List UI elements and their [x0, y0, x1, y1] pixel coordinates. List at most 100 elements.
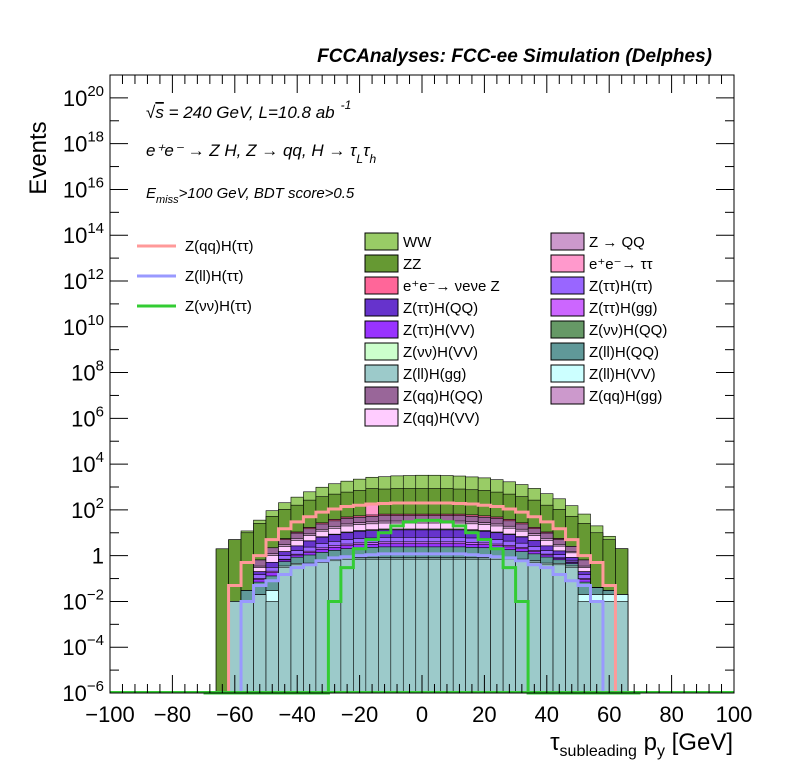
stack-bin [477, 558, 491, 694]
y-tick-label: 102 [71, 495, 104, 523]
legend-swatch [550, 298, 585, 317]
legend-swatch [364, 320, 399, 339]
legend-swatch [364, 276, 399, 295]
x-axis-label: τsubleading py [GeV] [550, 729, 733, 760]
legend-label: Z → QQ [589, 234, 645, 251]
legend-label: Z(ττ)H(gg) [589, 300, 658, 317]
annotation-cuts: Emiss>100 GeV, BDT score>0.5 [146, 185, 355, 206]
legend-swatch [364, 342, 399, 361]
stack-bin [465, 558, 479, 694]
stack-bin [402, 558, 417, 694]
x-tick-label: 60 [597, 702, 621, 727]
stack-bin [440, 558, 454, 694]
y-tick-label: 1018 [63, 129, 104, 157]
legend-swatch [550, 342, 585, 361]
legend-label: Z(ττ)H(QQ) [403, 300, 478, 317]
y-tick-label: 1016 [63, 174, 104, 202]
stack-bin [378, 558, 392, 694]
stack-bin [290, 564, 304, 694]
stack-bin [452, 558, 466, 694]
legend-swatch [550, 320, 585, 339]
legend-column-1: WW ZZ e⁺e⁻→ νeνe Z Z(ττ)H(QQ) Z(ττ)H(VV) Z(νν… [364, 232, 500, 427]
stacked-histogram [215, 474, 629, 694]
stack-bin [427, 558, 442, 694]
x-tick-label: −100 [85, 702, 135, 727]
y-tick-label: 1014 [63, 220, 104, 248]
chart-title: FCCAnalyses: FCC-ee Simulation (Delphes) [317, 46, 712, 67]
annotation-process: e⁺e⁻ → Z H, Z → qq, H → τLτh [146, 141, 376, 166]
y-axis-ticks: 10−6 10−4 10−2 1 102 104 106 108 1010 1012 1014 101… [62, 74, 734, 706]
x-tick-label: −60 [216, 702, 253, 727]
stack-bin [365, 558, 379, 694]
y-tick-label: 1 [92, 544, 104, 569]
legend-label: e⁺e⁻→ ττ [589, 256, 653, 273]
stack-bin [265, 601, 279, 694]
legend-label: Z(ττ)H(ττ) [589, 278, 653, 295]
legend-column-2: Z → QQ e⁺e⁻→ ττ Z(ττ)H(ττ) Z(ττ)H(gg) Z(νν)H… [550, 232, 667, 405]
x-tick-label: −40 [279, 702, 316, 727]
legend-label: ZZ [403, 256, 421, 273]
legend-label: Z(qq)H(QQ) [403, 388, 483, 405]
y-tick-label: 1012 [63, 266, 104, 294]
stack-bin [340, 558, 354, 694]
stack-bin [215, 548, 229, 694]
legend-label: WW [403, 234, 432, 251]
legend-line-label: Z(qq)H(ττ) [185, 238, 254, 255]
legend-swatch [364, 408, 399, 427]
legend-label: Z(ll)H(QQ) [589, 344, 659, 361]
stack-bin [490, 558, 504, 694]
stack-bin [303, 564, 317, 694]
stack-bin [615, 601, 629, 694]
stack-bin [315, 562, 329, 694]
y-tick-label: 106 [71, 403, 104, 431]
legend-swatch [550, 232, 585, 251]
x-axis-ticks: −100 −80 −60 −40 −20 0 20 40 60 80 100 [85, 75, 752, 727]
y-tick-label: 108 [71, 358, 104, 386]
legend-swatch [364, 386, 399, 405]
stack-bin [515, 560, 529, 694]
annotation-energy: √s = 240 GeV, L=10.8 ab -1 [146, 98, 351, 122]
stack-bin [552, 564, 566, 694]
legend-swatch [364, 254, 399, 273]
stack-bin [353, 558, 367, 694]
legend-label: Z(ττ)H(VV) [403, 322, 475, 339]
stack-bin [565, 567, 579, 694]
y-tick-label: 10−4 [62, 632, 104, 660]
stack-bin [240, 601, 254, 694]
stack-bin [590, 601, 604, 694]
y-tick-label: 104 [71, 449, 104, 477]
stack-bin [540, 564, 554, 694]
legend-line-label: Z(ll)H(ττ) [185, 268, 244, 285]
legend-swatch [550, 364, 585, 383]
x-tick-label: −20 [341, 702, 378, 727]
y-axis-label: Events [25, 121, 52, 194]
annotations: √s = 240 GeV, L=10.8 ab -1 e⁺e⁻ → Z H, Z … [146, 98, 376, 206]
x-tick-label: 100 [716, 702, 753, 727]
legend-line-label: Z(νν)H(ττ) [185, 298, 252, 315]
x-tick-label: 40 [535, 702, 559, 727]
stack-bin [502, 558, 516, 694]
legend-swatch [550, 254, 585, 273]
y-tick-label: 10−6 [62, 678, 104, 706]
legend-swatch [364, 232, 399, 251]
stack-bin [577, 601, 591, 694]
legend-swatch [550, 276, 585, 295]
y-tick-label: 1020 [63, 83, 104, 111]
legend-signal-lines: Z(qq)H(ττ) Z(ll)H(ττ) Z(νν)H(ττ) [137, 238, 254, 315]
line-z-ll-h- [203, 552, 641, 695]
stack-bin [328, 560, 342, 694]
y-tick-label: 1010 [63, 312, 104, 340]
legend-label: Z(ll)H(VV) [589, 366, 656, 383]
legend-label: e⁺e⁻→ νeνe Z [403, 278, 500, 295]
y-tick-label: 10−2 [62, 586, 104, 614]
legend-label: Z(νν)H(VV) [403, 344, 478, 361]
legend-label: Z(qq)H(gg) [589, 388, 662, 405]
x-tick-label: 0 [416, 702, 428, 727]
legend-swatch [364, 364, 399, 383]
legend-label: Z(ll)H(gg) [403, 366, 466, 383]
x-tick-label: −80 [154, 702, 191, 727]
legend-swatch [364, 298, 399, 317]
stack-bin [278, 567, 292, 694]
line-z-qq-h- [203, 501, 641, 695]
